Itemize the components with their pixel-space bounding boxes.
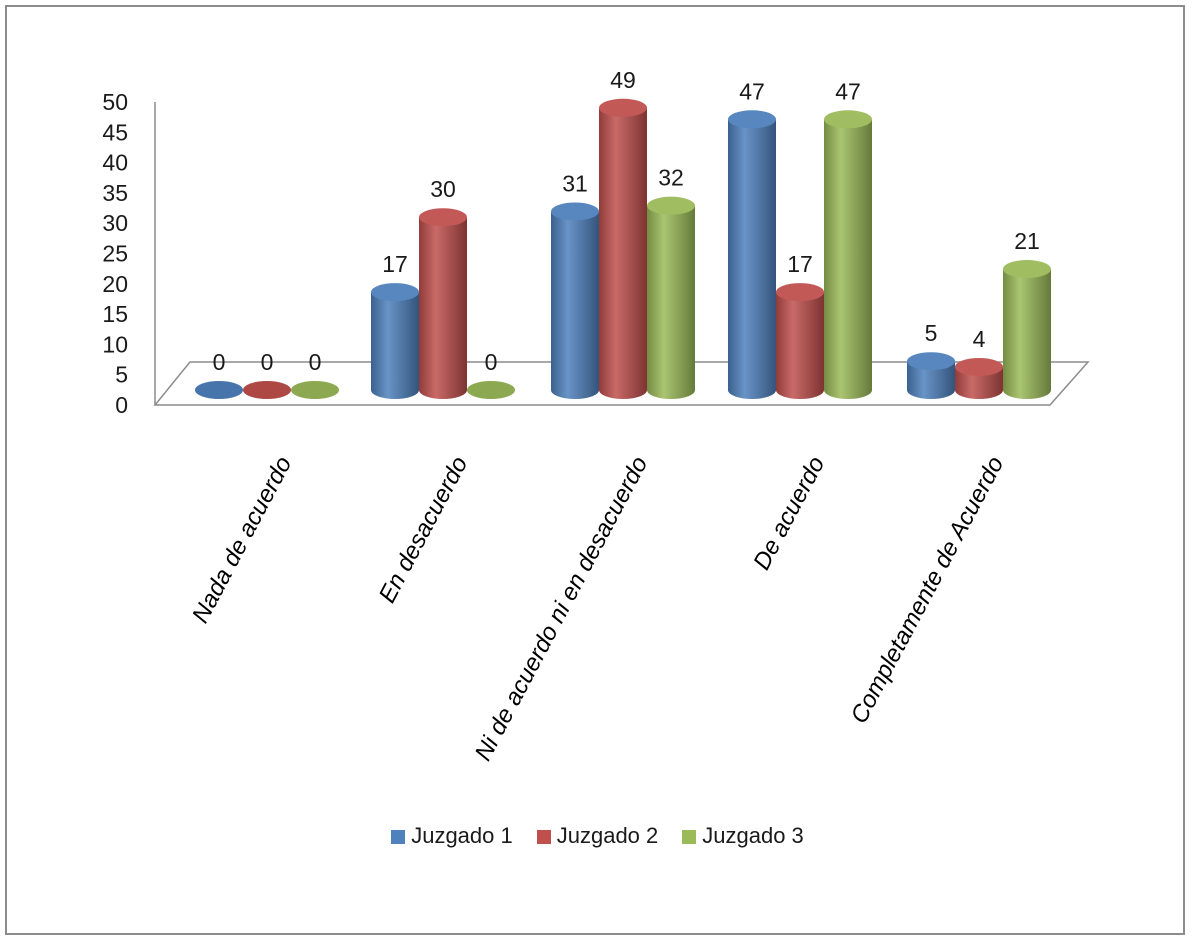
y-tick-label: 30 [102, 210, 128, 236]
category-label: Nada de acuerdo [187, 452, 297, 627]
y-tick-label: 20 [102, 271, 128, 297]
y-axis-ticks: 0 5 10 15 20 25 30 35 40 45 50 [102, 89, 128, 418]
data-label: 30 [430, 176, 456, 202]
legend-item: Juzgado 3 [682, 823, 804, 849]
bar [907, 352, 955, 399]
y-tick-label: 25 [102, 241, 128, 267]
data-labels: 0 0 0 17 30 0 31 49 32 47 17 47 5 4 21 [213, 67, 1040, 375]
data-label: 47 [835, 78, 861, 104]
bar [728, 110, 776, 399]
legend-label: Juzgado 3 [702, 823, 804, 849]
y-tick-label: 40 [102, 150, 128, 176]
data-label: 17 [382, 251, 408, 277]
data-label: 0 [309, 349, 322, 375]
bar [243, 381, 291, 399]
data-label: 0 [213, 349, 226, 375]
bar [551, 202, 599, 399]
data-label: 17 [787, 251, 813, 277]
legend-item: Juzgado 1 [391, 823, 513, 849]
legend-item: Juzgado 2 [536, 823, 659, 849]
data-label: 0 [485, 349, 498, 375]
data-label: 32 [658, 165, 684, 191]
data-label: 0 [261, 349, 274, 375]
category-label: De acuerdo [748, 452, 830, 574]
y-tick-label: 10 [102, 331, 128, 357]
bar [291, 381, 339, 399]
category-label: Completamente de Acuerdo [846, 452, 1010, 728]
bar [599, 98, 647, 399]
chart-frame [5, 5, 1185, 935]
data-label: 5 [925, 320, 938, 346]
category-label: Ni de acuerdo ni en desacuerdo [470, 452, 654, 765]
bar [824, 110, 872, 399]
data-label: 47 [739, 78, 765, 104]
bars [195, 98, 1051, 399]
legend-swatch [391, 830, 406, 845]
data-label: 31 [562, 170, 588, 196]
bar [467, 381, 515, 399]
legend-label: Juzgado 1 [411, 823, 513, 849]
data-label: 21 [1014, 228, 1040, 254]
bar [371, 283, 419, 399]
legend-swatch [682, 830, 697, 845]
y-tick-label: 15 [102, 301, 128, 327]
bar [419, 208, 467, 399]
y-tick-label: 35 [102, 180, 128, 206]
legend: Juzgado 1 Juzgado 2 Juzgado 3 [0, 822, 1195, 849]
y-tick-label: 5 [115, 362, 128, 388]
y-tick-label: 50 [102, 89, 128, 115]
data-label: 4 [973, 326, 986, 352]
y-tick-label: 45 [102, 119, 128, 145]
y-tick-label: 0 [115, 392, 128, 418]
bar [1003, 260, 1051, 399]
bar [776, 283, 824, 399]
data-label: 49 [610, 67, 636, 93]
legend-swatch [536, 830, 551, 845]
category-label: En desacuerdo [374, 452, 474, 607]
bar [955, 357, 1003, 399]
bar [647, 196, 695, 399]
bar [195, 381, 243, 399]
legend-label: Juzgado 2 [556, 823, 659, 849]
